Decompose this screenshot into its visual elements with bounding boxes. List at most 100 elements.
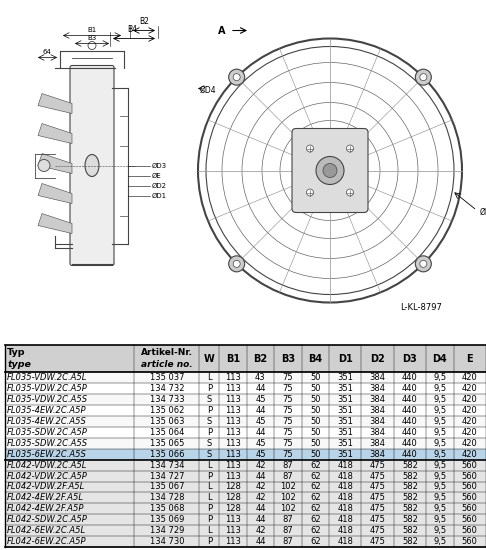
Bar: [5, 449, 486, 460]
Text: FL035-6EW.2C.A5S: FL035-6EW.2C.A5S: [7, 449, 87, 459]
Text: 420: 420: [462, 417, 478, 426]
Text: 560: 560: [462, 526, 478, 535]
Text: 42: 42: [255, 482, 266, 492]
Circle shape: [416, 256, 432, 272]
Text: 75: 75: [282, 449, 293, 459]
Text: FL042-4EW.2F.A5L: FL042-4EW.2F.A5L: [7, 493, 84, 503]
Text: 9,5: 9,5: [434, 395, 447, 404]
Bar: [5, 492, 486, 503]
Text: 87: 87: [282, 537, 293, 546]
Circle shape: [38, 160, 50, 172]
Text: 440: 440: [402, 417, 418, 426]
Text: 418: 418: [337, 515, 353, 524]
Text: 113: 113: [225, 471, 241, 481]
Text: P: P: [207, 504, 212, 513]
Text: 87: 87: [282, 526, 293, 535]
Text: 582: 582: [402, 526, 418, 535]
Text: L: L: [207, 493, 211, 503]
Text: L-KL-8797: L-KL-8797: [400, 303, 442, 312]
Bar: [5, 405, 486, 416]
Text: P: P: [207, 537, 212, 546]
Circle shape: [228, 69, 244, 85]
Text: 582: 582: [402, 504, 418, 513]
Text: FL042-VDW.2C.A5L: FL042-VDW.2C.A5L: [7, 460, 87, 470]
Text: 418: 418: [337, 504, 353, 513]
Text: L: L: [207, 373, 211, 382]
Text: 50: 50: [310, 417, 320, 426]
Text: 50: 50: [310, 406, 320, 415]
Text: ØD1: ØD1: [152, 192, 167, 199]
Text: 135 063: 135 063: [150, 417, 184, 426]
Text: 384: 384: [369, 449, 385, 459]
Text: 134 734: 134 734: [150, 460, 184, 470]
Text: 418: 418: [337, 537, 353, 546]
Text: 135 066: 135 066: [150, 449, 184, 459]
Text: 102: 102: [280, 504, 295, 513]
Text: 582: 582: [402, 515, 418, 524]
Text: 113: 113: [225, 526, 241, 535]
Text: 42: 42: [255, 460, 266, 470]
Text: FL042-6EW.2C.A5L: FL042-6EW.2C.A5L: [7, 526, 86, 535]
Text: 351: 351: [337, 384, 353, 393]
Text: 50: 50: [310, 384, 320, 393]
Text: 351: 351: [337, 395, 353, 404]
Bar: [5, 481, 486, 492]
Circle shape: [416, 69, 432, 85]
Bar: [5, 536, 486, 547]
Text: 44: 44: [255, 471, 266, 481]
Text: 62: 62: [310, 515, 321, 524]
Text: A: A: [218, 25, 226, 36]
Text: B4: B4: [127, 25, 137, 35]
FancyBboxPatch shape: [70, 65, 114, 266]
Ellipse shape: [85, 155, 99, 177]
Text: 384: 384: [369, 439, 385, 448]
Polygon shape: [38, 153, 72, 173]
Text: 128: 128: [225, 493, 241, 503]
Circle shape: [307, 145, 313, 152]
Text: 9,5: 9,5: [434, 537, 447, 546]
Text: L: L: [207, 526, 211, 535]
Text: 418: 418: [337, 471, 353, 481]
Text: 440: 440: [402, 395, 418, 404]
Text: 560: 560: [462, 460, 478, 470]
Text: FL042-4EW.2F.A5P: FL042-4EW.2F.A5P: [7, 504, 84, 513]
Text: E: E: [467, 354, 473, 364]
Text: 135 062: 135 062: [150, 406, 184, 415]
Text: 560: 560: [462, 515, 478, 524]
Text: 135 037: 135 037: [150, 373, 184, 382]
Bar: [5, 471, 486, 481]
Text: S: S: [207, 417, 212, 426]
Circle shape: [420, 260, 427, 267]
Text: D2: D2: [370, 354, 385, 364]
Text: 9,5: 9,5: [434, 449, 447, 459]
Text: 9,5: 9,5: [434, 460, 447, 470]
Text: 351: 351: [337, 428, 353, 437]
Text: FL035-SDW.2C.A5S: FL035-SDW.2C.A5S: [7, 439, 88, 448]
Text: 62: 62: [310, 526, 321, 535]
Circle shape: [198, 39, 462, 302]
Text: 351: 351: [337, 373, 353, 382]
Text: 560: 560: [462, 471, 478, 481]
Text: S: S: [207, 439, 212, 448]
Bar: [5, 438, 486, 449]
Text: type: type: [7, 360, 31, 369]
Text: 9,5: 9,5: [434, 482, 447, 492]
Text: B2: B2: [139, 18, 149, 26]
Text: FL035-4EW.2C.A5P: FL035-4EW.2C.A5P: [7, 406, 87, 415]
Text: FL042-VDW.2C.A5P: FL042-VDW.2C.A5P: [7, 471, 87, 481]
Text: 44: 44: [255, 384, 266, 393]
Polygon shape: [38, 124, 72, 144]
Text: 560: 560: [462, 504, 478, 513]
Circle shape: [233, 260, 240, 267]
Text: 420: 420: [462, 428, 478, 437]
Text: 42: 42: [255, 526, 266, 535]
Circle shape: [316, 157, 344, 184]
Text: 62: 62: [310, 471, 321, 481]
Text: 351: 351: [337, 417, 353, 426]
Circle shape: [228, 256, 244, 272]
Circle shape: [307, 189, 313, 196]
Text: 75: 75: [282, 384, 293, 393]
Text: 42: 42: [255, 493, 266, 503]
Text: 134 730: 134 730: [150, 537, 184, 546]
Text: FL042-6EW.2C.A5P: FL042-6EW.2C.A5P: [7, 537, 87, 546]
